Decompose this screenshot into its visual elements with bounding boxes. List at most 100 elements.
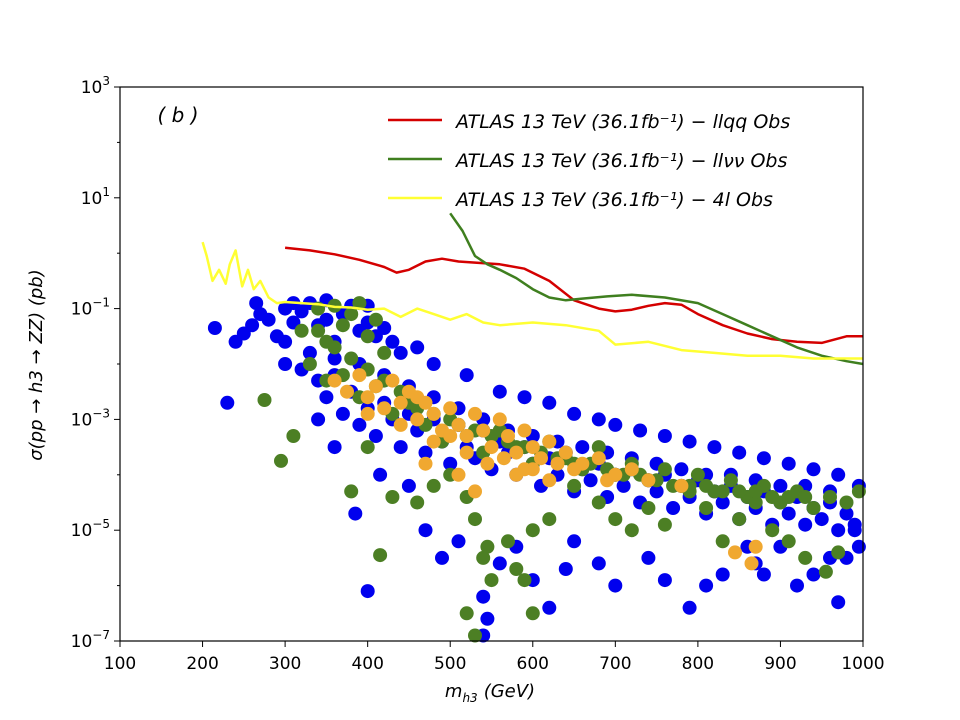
blue-point-96 [327, 351, 342, 366]
x-axis-label: mh3 (GeV) [445, 681, 535, 705]
line-llvv [449, 212, 864, 366]
x-tick-label-1000: 1000 [841, 654, 884, 674]
orange-point-21 [509, 445, 524, 460]
x-tick-label-500: 500 [434, 654, 466, 674]
blue-point-1 [207, 321, 222, 335]
blue-point-169 [756, 451, 771, 466]
blue-point-119 [348, 506, 363, 521]
green-point-48 [344, 484, 359, 499]
blue-point-136 [608, 578, 623, 593]
x-tick-label-900: 900 [764, 654, 796, 674]
x-tick-label-800: 800 [682, 654, 714, 674]
green-point-72 [641, 501, 656, 515]
green-point-12 [377, 345, 392, 360]
blue-point-126 [476, 589, 491, 604]
blue-point-83 [781, 506, 796, 521]
blue-point-157 [459, 368, 474, 383]
blue-point-114 [773, 478, 788, 493]
green-point-45 [823, 490, 837, 504]
y-tick-label--1: 10−1 [71, 296, 110, 320]
scatter-layer [207, 293, 866, 643]
y-tick-label-3: 103 [81, 74, 110, 98]
y-tick-label--7: 10−7 [71, 628, 110, 652]
orange-point-31 [624, 462, 639, 477]
green-point-68 [567, 478, 582, 493]
orange-point-34 [468, 484, 482, 499]
blue-point-170 [781, 456, 796, 471]
blue-point-33 [368, 429, 383, 443]
green-point-78 [748, 495, 763, 510]
blue-point-69 [666, 501, 681, 515]
line-fourl [201, 241, 863, 360]
blue-point-5 [249, 296, 264, 311]
green-point-10 [360, 329, 375, 344]
blue-point-162 [591, 412, 606, 427]
orange-point-22 [517, 423, 532, 438]
blue-point-31 [352, 417, 367, 432]
orange-point-27 [558, 445, 573, 460]
green-point-63 [525, 523, 540, 538]
blue-point-22 [385, 334, 400, 349]
green-point-58 [480, 539, 495, 554]
blue-point-110 [674, 462, 689, 477]
blue-point-24 [278, 357, 293, 371]
green-point-53 [426, 478, 441, 493]
blue-point-36 [393, 440, 408, 455]
orange-point-4 [368, 379, 383, 394]
orange-point-15 [459, 429, 474, 443]
green-point-65 [468, 628, 482, 643]
orange-point-3 [360, 390, 375, 405]
orange-point-11 [426, 406, 441, 421]
green-point-7 [335, 318, 350, 333]
orange-point-32 [418, 456, 433, 471]
green-point-108 [715, 484, 730, 499]
green-point-60 [501, 534, 515, 549]
orange-point-2 [352, 368, 367, 383]
orange-point-42 [728, 545, 742, 560]
green-point-79 [765, 523, 780, 538]
blue-point-90 [839, 506, 854, 521]
green-point-1 [274, 453, 288, 468]
green-point-9 [352, 296, 367, 311]
blue-point-159 [517, 390, 532, 405]
green-point-57 [476, 550, 491, 565]
orange-point-0 [327, 373, 342, 388]
green-point-67 [542, 512, 557, 527]
blue-point-161 [567, 406, 582, 421]
green-point-56 [468, 512, 482, 527]
blue-point-134 [567, 534, 582, 549]
x-axis: 100 200 300 400 500 600 700 800 900 1000 [104, 641, 885, 674]
blue-point-85 [798, 517, 813, 532]
blue-point-155 [410, 340, 425, 355]
orange-point-46 [393, 417, 408, 432]
x-tick-label-400: 400 [351, 654, 383, 674]
blue-point-42 [443, 456, 458, 471]
green-point-59 [484, 573, 499, 588]
green-point-47 [851, 484, 866, 499]
green-point-49 [360, 440, 375, 455]
blue-point-27 [319, 390, 334, 405]
blue-point-172 [831, 467, 846, 482]
blue-point-158 [492, 384, 507, 399]
blue-point-129 [492, 556, 507, 571]
blue-point-94 [278, 334, 293, 349]
legend-label-llvv: ATLAS 13 TeV (36.1fb⁻¹) − llνν Obs [454, 150, 787, 172]
green-point-62 [517, 573, 532, 588]
green-point-2 [286, 429, 301, 443]
green-point-82 [818, 564, 833, 579]
blue-point-151 [851, 539, 866, 554]
orange-point-19 [492, 412, 507, 427]
blue-point-137 [641, 550, 656, 565]
blue-point-106 [575, 440, 590, 455]
blue-point-14 [319, 312, 334, 327]
green-point-113 [798, 490, 813, 504]
orange-point-38 [567, 462, 582, 477]
green-point-75 [699, 501, 714, 515]
x-tick-label-700: 700 [599, 654, 631, 674]
green-point-8 [344, 307, 359, 322]
blue-point-149 [831, 595, 846, 610]
orange-point-53 [517, 462, 532, 477]
orange-point-14 [451, 417, 466, 432]
orange-point-18 [484, 440, 499, 455]
